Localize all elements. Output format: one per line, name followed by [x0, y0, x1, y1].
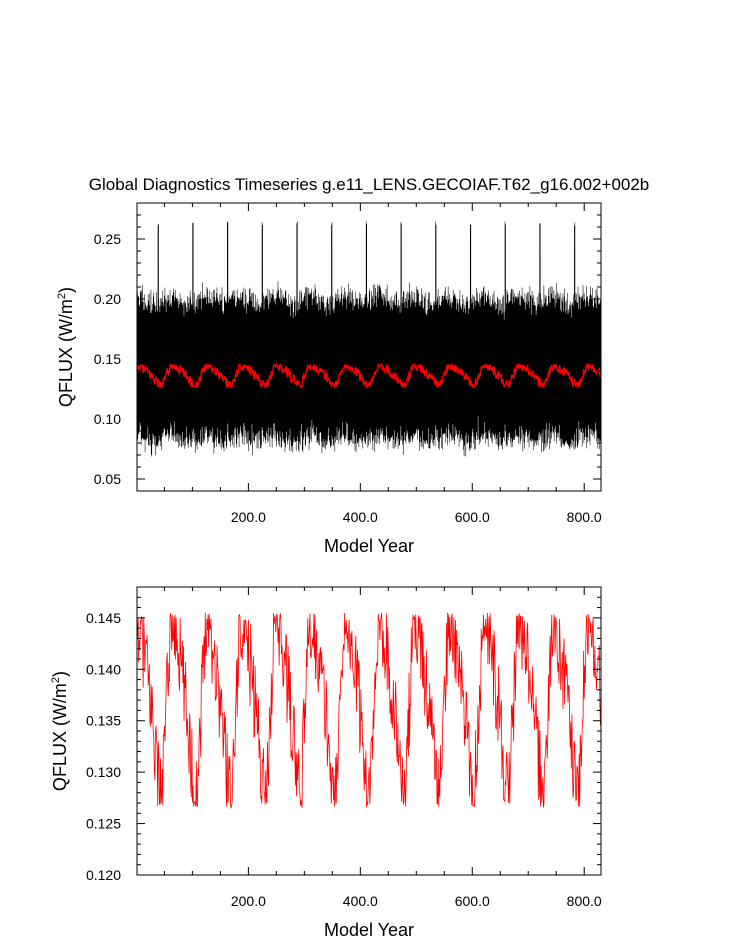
x-tick-label: 200.0: [231, 893, 266, 909]
y-tick-label: 0.15: [94, 351, 121, 367]
y-tick-label: 0.145: [86, 610, 121, 626]
x-tick-label: 600.0: [455, 509, 490, 525]
x-tick-label: 800.0: [567, 893, 602, 909]
plot-title: Global Diagnostics Timeseries g.e11_LENS…: [89, 175, 650, 194]
top-series-group: [136, 221, 602, 457]
bottom-x-axis-label: Model Year: [324, 920, 414, 940]
top-axes: 200.0 400.0 600.0 800.0 0.05 0.10 0.15 0.20 0.25: [94, 202, 602, 525]
y-tick-label: 0.20: [94, 291, 121, 307]
y-tick-label: 0.10: [94, 411, 121, 427]
y-tick-label: 0.05: [94, 471, 121, 487]
top-x-axis-label: Model Year: [324, 536, 414, 556]
x-tick-label: 800.0: [567, 509, 602, 525]
top-panel: 200.0 400.0 600.0 800.0 0.05 0.10 0.15 0.20 0.25…: [56, 202, 602, 556]
x-tick-label: 200.0: [231, 509, 266, 525]
qflux-monthly-series-line: [136, 221, 602, 457]
y-tick-label: 0.25: [94, 231, 121, 247]
y-tick-label: 0.135: [86, 713, 121, 729]
bottom-axes: 200.0 400.0 600.0 800.0 0.120 0.125 0.130 0.135…: [86, 586, 602, 909]
top-y-axis-label: QFLUX (W/m2): [56, 287, 76, 407]
x-tick-label: 600.0: [455, 893, 490, 909]
qflux-annual-mean-series-line: [136, 612, 602, 809]
bottom-series-group: [136, 612, 602, 809]
y-tick-label: 0.120: [86, 867, 121, 883]
x-tick-label: 400.0: [343, 893, 378, 909]
bottom-panel: 200.0 400.0 600.0 800.0 0.120 0.125 0.130 0.135…: [50, 586, 602, 940]
bottom-y-axis-label: QFLUX (W/m2): [50, 671, 70, 791]
x-tick-label: 400.0: [343, 509, 378, 525]
y-tick-label: 0.125: [86, 816, 121, 832]
y-tick-label: 0.140: [86, 661, 121, 677]
qflux-annual-mean-series-line: [136, 362, 602, 389]
y-tick-label: 0.130: [86, 764, 121, 780]
